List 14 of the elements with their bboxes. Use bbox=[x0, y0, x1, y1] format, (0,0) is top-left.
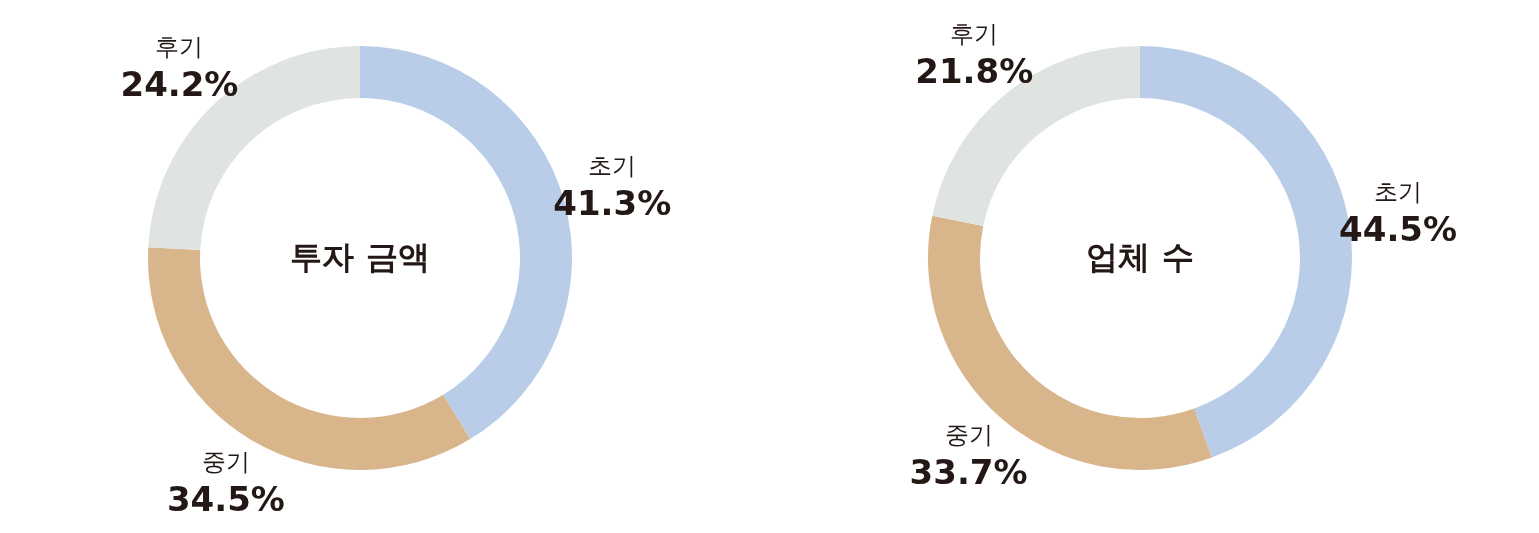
data-label: 44.5% bbox=[1339, 208, 1458, 249]
text: 업체 수 bbox=[1086, 238, 1194, 276]
data-label: 33.7% bbox=[909, 452, 1028, 493]
slice-label: 중기 bbox=[201, 448, 250, 477]
data-label: 21.8% bbox=[915, 51, 1034, 92]
slice-label: 후기 bbox=[155, 33, 204, 62]
slice-label: 초기 bbox=[588, 152, 637, 181]
slice-label: 초기 bbox=[1374, 177, 1423, 206]
data-label: 41.3% bbox=[553, 183, 672, 224]
data-label: 24.2% bbox=[120, 64, 239, 105]
data-label: 34.5% bbox=[166, 479, 285, 520]
slice-label: 중기 bbox=[944, 421, 993, 450]
text: 투자 금액 bbox=[290, 238, 430, 276]
slice-label: 후기 bbox=[950, 20, 999, 49]
